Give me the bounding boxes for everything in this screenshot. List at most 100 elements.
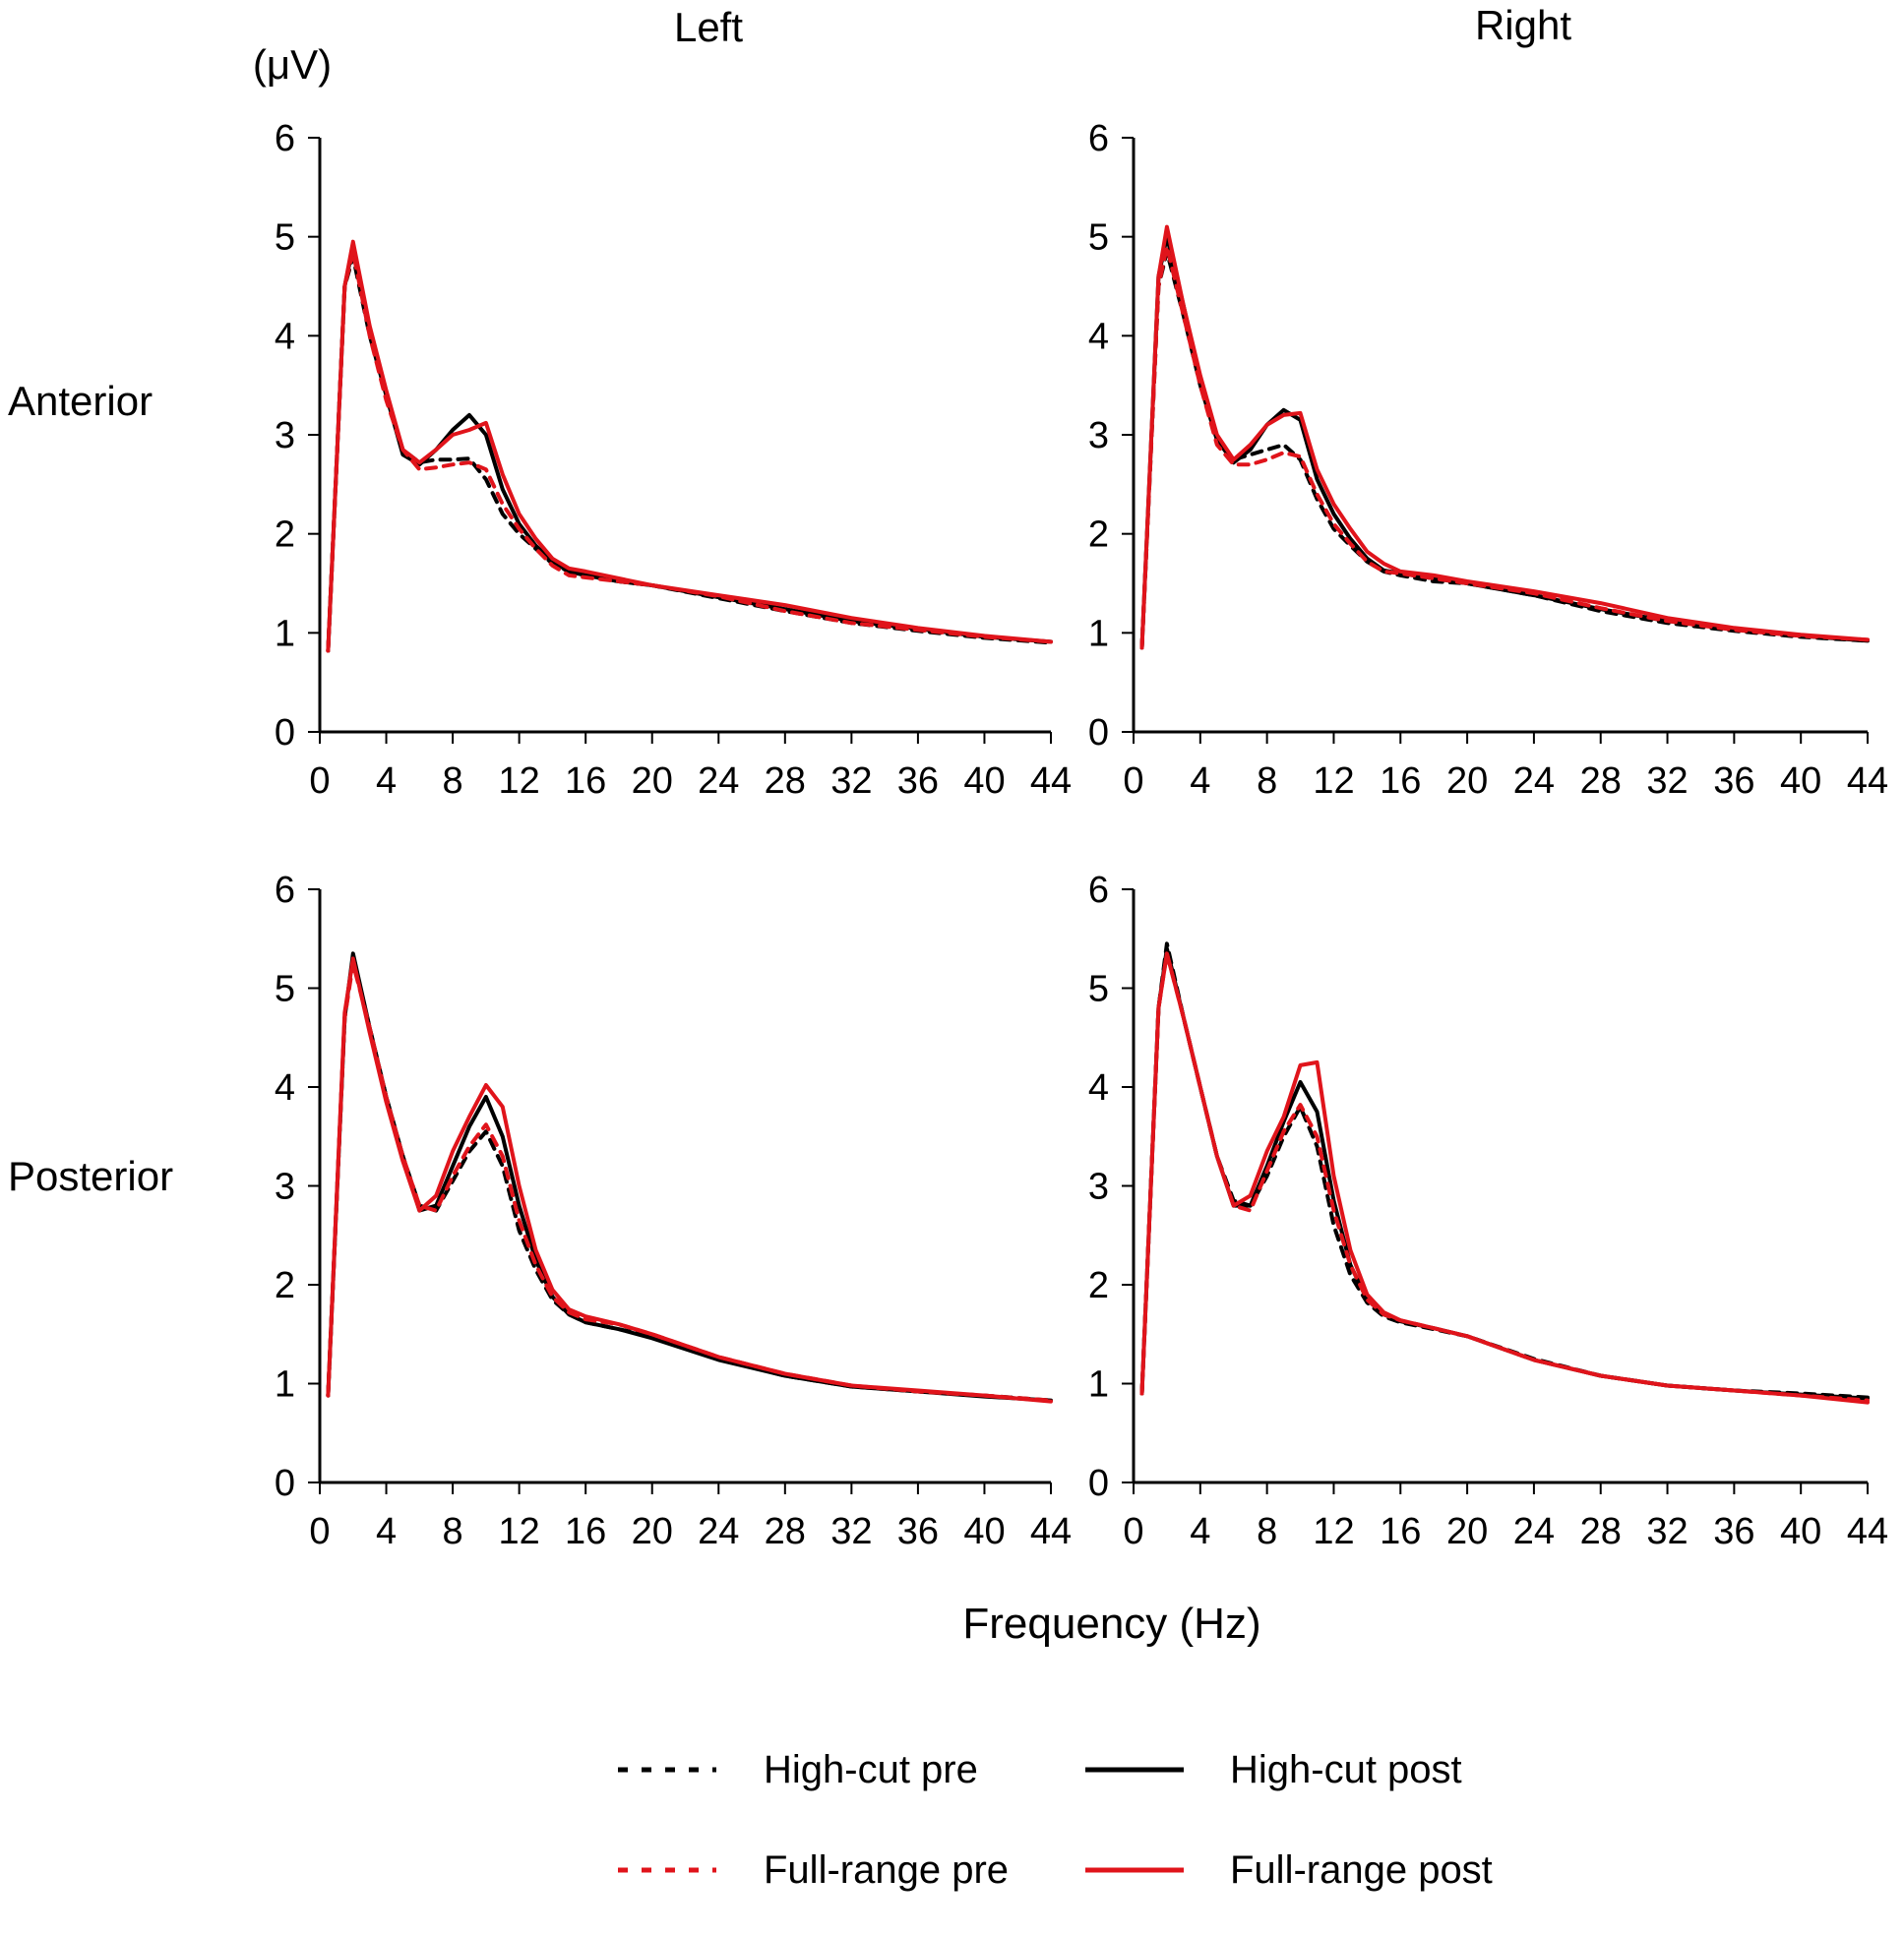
x-tick-label: 40 (1780, 1511, 1821, 1552)
x-tick-label: 20 (1446, 1511, 1488, 1552)
x-tick-label: 32 (1646, 1511, 1688, 1552)
y-tick-label: 5 (1088, 217, 1109, 259)
x-tick-label: 40 (963, 1511, 1005, 1552)
x-tick-label: 4 (376, 1511, 397, 1552)
x-tick-label: 8 (1257, 1511, 1277, 1552)
y-tick-label: 1 (275, 613, 295, 654)
series-line-high-cut-post (326, 951, 1053, 1403)
x-tick-label: 0 (1123, 760, 1143, 802)
x-tick-label: 24 (1513, 760, 1555, 802)
x-tick-label: 28 (765, 1511, 806, 1552)
series-line-full-range-post (1139, 951, 1870, 1405)
y-tick-label: 2 (275, 514, 295, 556)
x-tick-label: 4 (1190, 760, 1210, 802)
x-tick-label: 32 (830, 1511, 872, 1552)
series-line-full-range-pre (1139, 244, 1870, 650)
y-tick-label: 5 (275, 969, 295, 1010)
y-tick-label: 4 (275, 316, 295, 357)
x-tick-label: 40 (963, 760, 1005, 802)
x-tick-label: 20 (632, 760, 673, 802)
legend-label-high-cut-post: High-cut post (1230, 1748, 1462, 1791)
y-tick-label: 2 (275, 1265, 295, 1306)
x-tick-label: 8 (443, 1511, 463, 1552)
column-title-right: Right (1475, 2, 1571, 48)
y-tick-label: 5 (1088, 969, 1109, 1010)
y-tick-label: 5 (275, 217, 295, 259)
x-tick-label: 12 (1313, 1511, 1354, 1552)
x-tick-label: 36 (1713, 1511, 1754, 1552)
x-tick-label: 16 (1380, 1511, 1421, 1552)
x-tick-label: 28 (1580, 760, 1622, 802)
x-tick-label: 44 (1030, 760, 1072, 802)
series-line-full-range-post (1139, 224, 1870, 650)
x-tick-label: 24 (1513, 1511, 1555, 1552)
series-line-full-range-post (326, 956, 1053, 1404)
series-line-full-range-pre (326, 249, 1053, 653)
legend: High-cut pre High-cut post Full-range pr… (618, 1748, 1493, 1892)
y-tick-label: 1 (275, 1364, 295, 1406)
x-tick-label: 44 (1847, 760, 1888, 802)
y-tick-label: 4 (1088, 1067, 1109, 1109)
y-tick-label: 4 (275, 1067, 295, 1109)
x-tick-label: 20 (1446, 760, 1488, 802)
y-tick-label: 0 (1088, 1463, 1109, 1504)
y-tick-label: 3 (275, 1167, 295, 1208)
x-tick-label: 12 (498, 760, 539, 802)
y-tick-label: 0 (275, 1463, 295, 1504)
x-tick-label: 16 (1380, 760, 1421, 802)
x-tick-label: 16 (565, 1511, 606, 1552)
row-title-posterior: Posterior (8, 1153, 173, 1199)
legend-label-full-range-post: Full-range post (1230, 1848, 1493, 1892)
series-line-full-range-post (326, 239, 1053, 653)
y-tick-label: 6 (275, 118, 295, 159)
x-tick-label: 12 (1313, 760, 1354, 802)
legend-label-full-range-pre: Full-range pre (764, 1848, 1009, 1892)
x-tick-label: 24 (698, 1511, 739, 1552)
series-line-high-cut-post (1139, 946, 1870, 1401)
row-title-anterior: Anterior (8, 378, 153, 424)
x-tick-label: 4 (1190, 1511, 1210, 1552)
y-tick-label: 6 (1088, 870, 1109, 911)
x-tick-label: 28 (765, 760, 806, 802)
x-tick-label: 36 (897, 1511, 939, 1552)
x-tick-label: 44 (1030, 1511, 1072, 1552)
y-tick-label: 1 (1088, 613, 1109, 654)
x-tick-label: 32 (830, 760, 872, 802)
x-tick-label: 4 (376, 760, 397, 802)
x-tick-label: 24 (698, 760, 739, 802)
x-tick-label: 8 (443, 760, 463, 802)
x-tick-label: 12 (498, 1511, 539, 1552)
y-tick-label: 6 (1088, 118, 1109, 159)
x-tick-label: 0 (309, 760, 330, 802)
series-line-high-cut-pre (1139, 941, 1870, 1400)
x-axis-label: Frequency (Hz) (962, 1600, 1260, 1648)
x-tick-label: 44 (1847, 1511, 1888, 1552)
y-tick-label: 3 (275, 415, 295, 456)
y-tick-label: 3 (1088, 415, 1109, 456)
x-tick-label: 16 (565, 760, 606, 802)
y-tick-label: 2 (1088, 514, 1109, 556)
x-tick-label: 36 (897, 760, 939, 802)
x-tick-label: 40 (1780, 760, 1821, 802)
y-tick-label: 1 (1088, 1364, 1109, 1406)
y-tick-label: 6 (275, 870, 295, 911)
x-tick-label: 28 (1580, 1511, 1622, 1552)
series-line-full-range-pre (326, 961, 1053, 1403)
y-tick-label: 4 (1088, 316, 1109, 357)
y-tick-label: 2 (1088, 1265, 1109, 1306)
x-tick-label: 36 (1713, 760, 1754, 802)
series-line-full-range-pre (1139, 951, 1870, 1403)
column-title-left: Left (674, 4, 743, 50)
y-unit-label: (μV) (253, 41, 332, 88)
y-tick-label: 0 (1088, 712, 1109, 754)
y-tick-label: 3 (1088, 1167, 1109, 1208)
legend-label-high-cut-pre: High-cut pre (764, 1748, 978, 1791)
x-tick-label: 0 (309, 1511, 330, 1552)
x-tick-label: 20 (632, 1511, 673, 1552)
x-tick-label: 8 (1257, 760, 1277, 802)
